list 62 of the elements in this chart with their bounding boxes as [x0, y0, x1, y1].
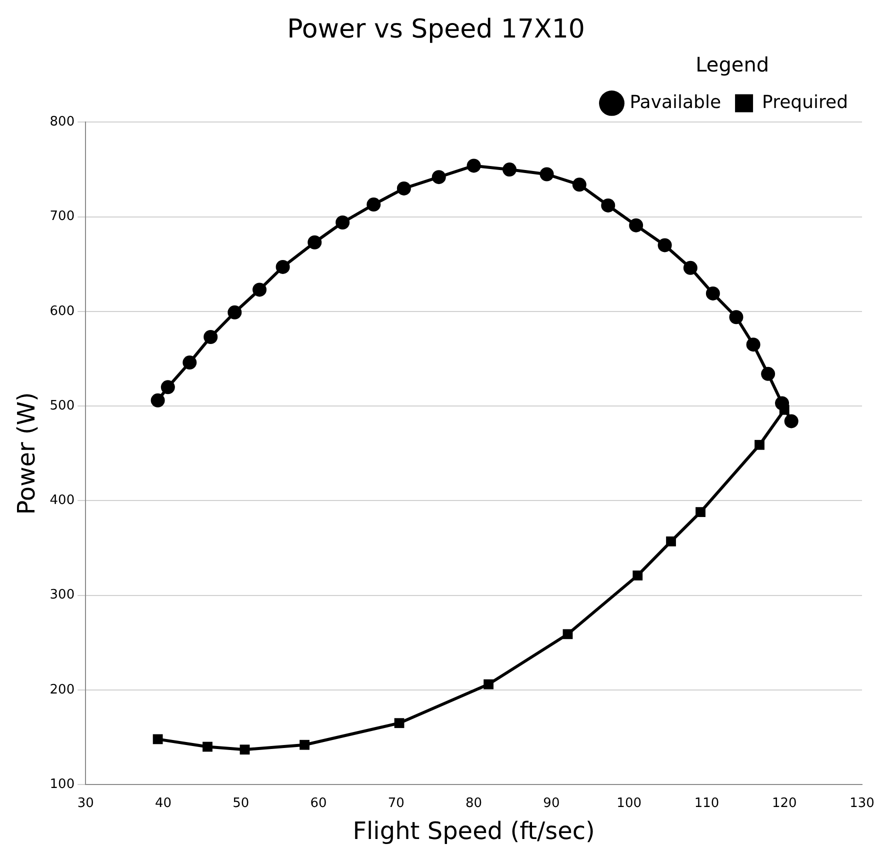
- point: [754, 440, 764, 450]
- x-axis-title: Flight Speed (ft/sec): [352, 816, 595, 845]
- point: [396, 181, 411, 196]
- point: [562, 629, 573, 640]
- point: [658, 238, 672, 252]
- x-tick-label: 100: [616, 796, 642, 811]
- y-tick-label: 100: [50, 776, 75, 792]
- point: [696, 507, 706, 518]
- y-tick-label: 500: [50, 398, 75, 414]
- point: [152, 734, 163, 744]
- point: [228, 305, 242, 320]
- point: [204, 330, 218, 344]
- point: [666, 536, 676, 546]
- x-tick-label: 50: [232, 796, 250, 811]
- point: [240, 744, 250, 755]
- x-tick-label: 70: [388, 796, 404, 811]
- x-tick-label: 90: [543, 796, 560, 811]
- point: [632, 570, 643, 580]
- x-tick-label: 40: [154, 796, 172, 811]
- legend-label: Pavailable: [630, 92, 722, 113]
- point: [484, 679, 494, 690]
- point: [746, 338, 760, 352]
- y-tick-label: 800: [50, 114, 75, 130]
- y-tick-label: 700: [50, 209, 75, 224]
- legend-label: Prequired: [762, 92, 848, 113]
- point: [432, 170, 446, 184]
- x-tick-label: 80: [466, 796, 482, 811]
- chart-title: Power vs Speed 17X10: [287, 14, 585, 44]
- point: [336, 216, 350, 230]
- point: [601, 198, 616, 212]
- point: [182, 356, 197, 370]
- point: [761, 366, 776, 381]
- x-tick-label: 120: [772, 796, 797, 811]
- y-tick-label: 200: [50, 682, 75, 698]
- x-tick-label: 60: [310, 796, 327, 811]
- x-tick-label: 130: [850, 796, 874, 811]
- point: [629, 218, 644, 232]
- point: [308, 235, 322, 250]
- x-tick-label: 30: [77, 796, 94, 811]
- y-tick-label: 400: [50, 493, 75, 508]
- point: [572, 178, 586, 192]
- point: [729, 310, 744, 324]
- point: [300, 740, 310, 750]
- point: [394, 718, 404, 728]
- point: [276, 260, 290, 274]
- y-tick-label: 600: [50, 304, 75, 319]
- point: [202, 742, 212, 752]
- point: [784, 414, 798, 428]
- point: [466, 158, 481, 173]
- point: [160, 380, 175, 394]
- point: [683, 260, 698, 275]
- x-tick-label: 110: [694, 796, 720, 811]
- point: [540, 167, 554, 182]
- point: [779, 404, 790, 415]
- point: [706, 286, 720, 300]
- point: [502, 162, 517, 177]
- legend-title: Legend: [696, 52, 770, 76]
- point: [150, 393, 165, 408]
- point: [252, 282, 267, 297]
- y-axis-title: Power (W): [12, 392, 41, 515]
- point: [366, 198, 381, 212]
- y-tick-label: 300: [50, 588, 75, 603]
